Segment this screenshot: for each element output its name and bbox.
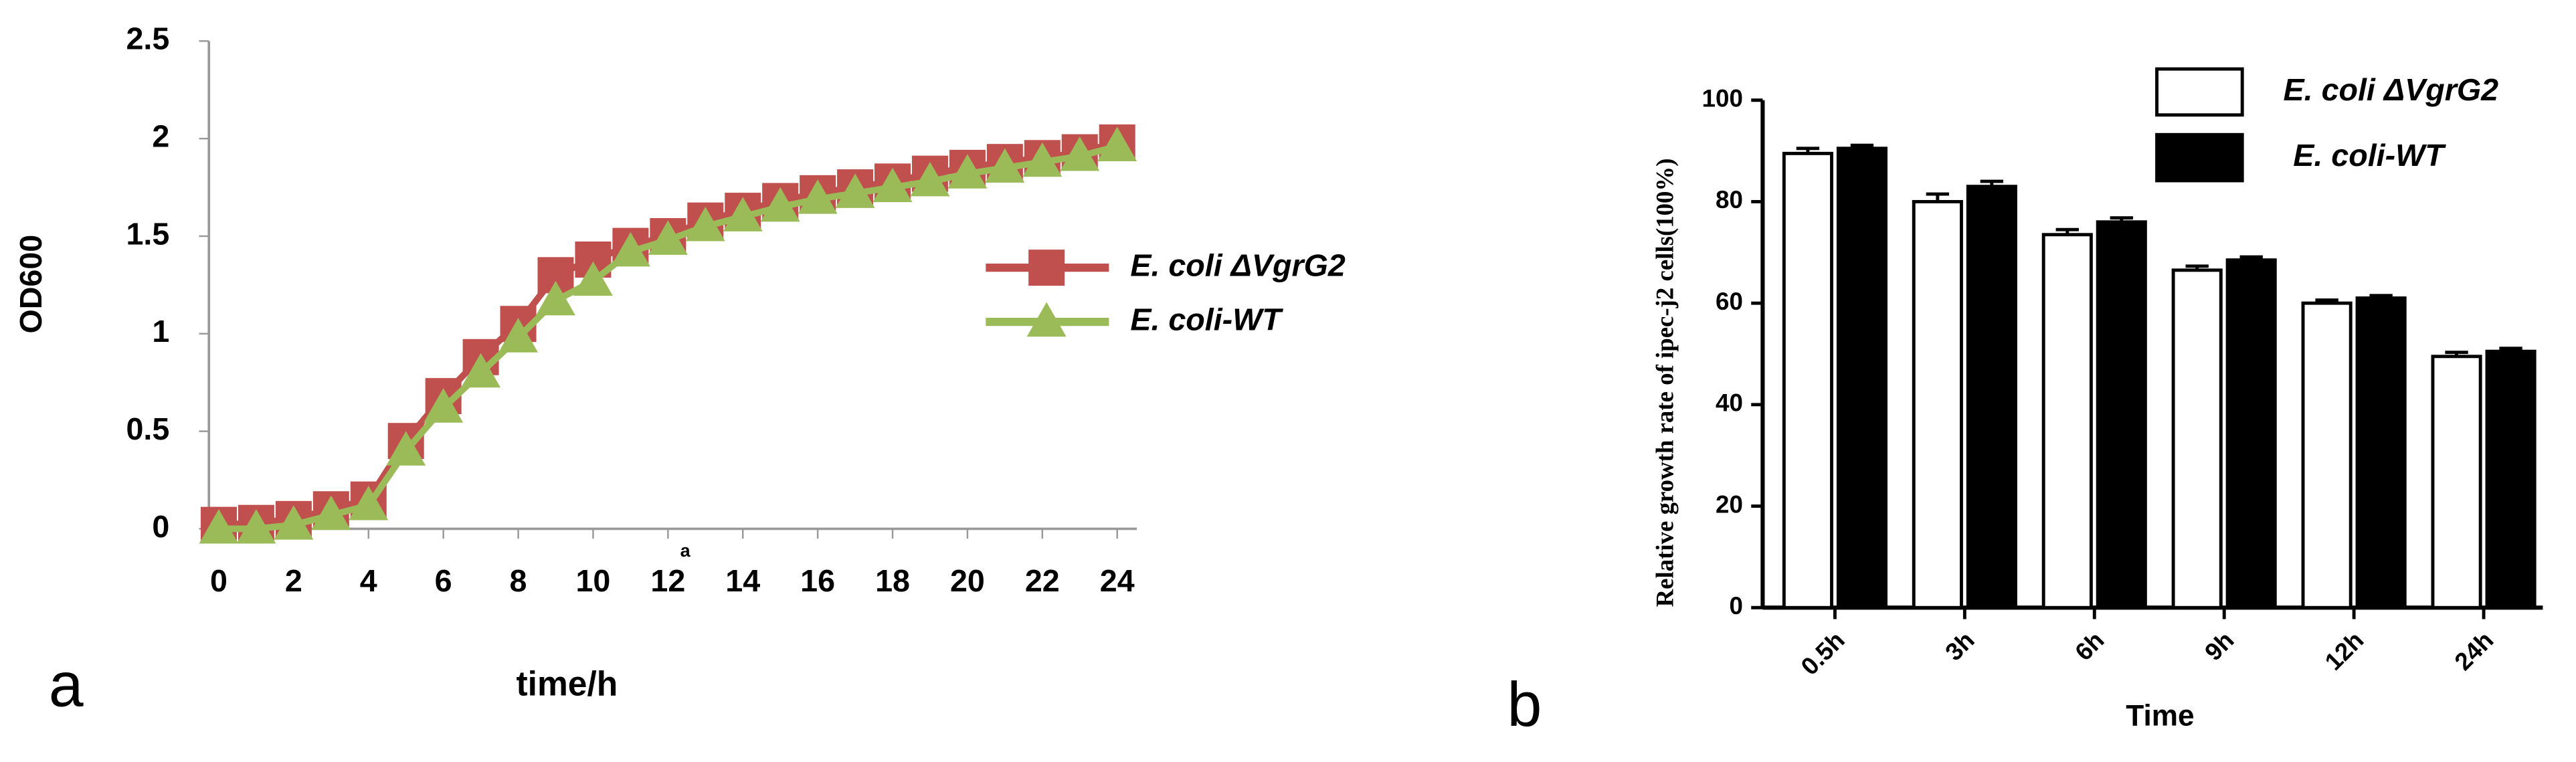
- annotation: a: [680, 541, 691, 561]
- marker: [386, 431, 426, 466]
- y-tick-label: 0: [152, 509, 169, 544]
- x-tick-label: 12h: [2320, 626, 2369, 676]
- marker: [610, 231, 650, 267]
- bar: [2096, 220, 2147, 609]
- legend-label: E. coli ΔVgrG2: [1130, 248, 1346, 282]
- x-tick-label: 24: [1100, 563, 1135, 598]
- x-tick-label: 8: [510, 563, 527, 598]
- marker: [199, 508, 239, 544]
- legend-marker: [1026, 302, 1067, 337]
- marker: [835, 173, 875, 208]
- x-tick-label: 4: [360, 563, 377, 598]
- legend-swatch: [2155, 67, 2244, 117]
- panel-label: a: [49, 650, 84, 720]
- y-axis-title: Relative growth rate of ipec-j2 cells(10…: [1651, 158, 1678, 607]
- legend-label: E. coli-WT: [2293, 138, 2446, 173]
- x-tick-label: 24h: [2450, 626, 2499, 676]
- x-tick-label: 20: [950, 563, 985, 598]
- legend-swatch: [2155, 132, 2244, 183]
- bar: [1782, 151, 1833, 609]
- line: [218, 143, 1118, 533]
- marker: [1097, 126, 1137, 161]
- bar: [2225, 258, 2277, 609]
- marker: [798, 179, 838, 214]
- x-tick-label: 10: [576, 563, 611, 598]
- panel-label: b: [1507, 670, 1542, 739]
- x-tick-label: 6: [435, 563, 452, 598]
- marker: [424, 388, 464, 423]
- x-axis-title: Time: [2126, 699, 2194, 732]
- marker: [573, 261, 613, 296]
- y-tick-label: 2.5: [126, 21, 169, 56]
- bar: [2431, 355, 2482, 609]
- y-tick-label: 20: [1716, 490, 1743, 518]
- marker: [648, 220, 688, 255]
- x-tick-label: 14: [725, 563, 760, 598]
- marker: [760, 187, 800, 222]
- bar: [1836, 147, 1888, 609]
- marker: [685, 206, 725, 242]
- y-tick-label: 40: [1716, 389, 1743, 417]
- legend-label: E. coli-WT: [1130, 302, 1283, 337]
- marker: [274, 505, 314, 540]
- marker: [236, 508, 276, 544]
- x-tick-label: 6h: [2069, 626, 2109, 666]
- y-tick-label: 0.5: [126, 411, 169, 446]
- legend-label: E. coli ΔVgrG2: [2284, 72, 2499, 107]
- x-tick-label: 0.5h: [1796, 626, 1850, 680]
- bar: [2485, 349, 2537, 609]
- bar: [1966, 185, 2017, 609]
- y-tick-label: 2: [152, 119, 169, 154]
- x-tick-label: 12: [650, 563, 685, 598]
- x-tick-label: 22: [1025, 563, 1060, 598]
- y-tick-label: 60: [1716, 288, 1743, 315]
- marker: [349, 485, 389, 520]
- y-tick-label: 80: [1716, 186, 1743, 213]
- marker: [498, 318, 539, 353]
- marker: [910, 161, 950, 197]
- marker: [872, 167, 913, 203]
- marker: [536, 280, 575, 316]
- y-tick-label: 0: [1729, 592, 1742, 620]
- marker: [1022, 142, 1063, 177]
- bar: [2301, 301, 2353, 609]
- y-axis-title: OD600: [13, 235, 48, 334]
- bar: [2355, 296, 2407, 609]
- x-tick-label: 3h: [1940, 626, 1979, 666]
- x-tick-label: 0: [210, 563, 227, 598]
- marker: [461, 353, 501, 388]
- marker: [723, 197, 763, 231]
- bar: [2041, 233, 2093, 609]
- x-tick-label: 2: [285, 563, 302, 598]
- y-tick-label: 1: [152, 314, 169, 349]
- x-axis-title: time/h: [516, 664, 618, 703]
- bar: [2171, 268, 2223, 609]
- y-tick-label: 1.5: [126, 216, 169, 251]
- line: [218, 139, 1118, 529]
- y-tick-label: 100: [1702, 84, 1743, 112]
- bar: [1912, 199, 1963, 609]
- marker: [1060, 136, 1100, 171]
- legend-marker: [1028, 250, 1065, 286]
- x-tick-label: 9h: [2199, 626, 2239, 666]
- x-tick-label: 16: [800, 563, 835, 598]
- x-tick-label: 18: [875, 563, 910, 598]
- marker: [985, 148, 1025, 183]
- marker: [947, 154, 988, 189]
- marker: [311, 495, 351, 531]
